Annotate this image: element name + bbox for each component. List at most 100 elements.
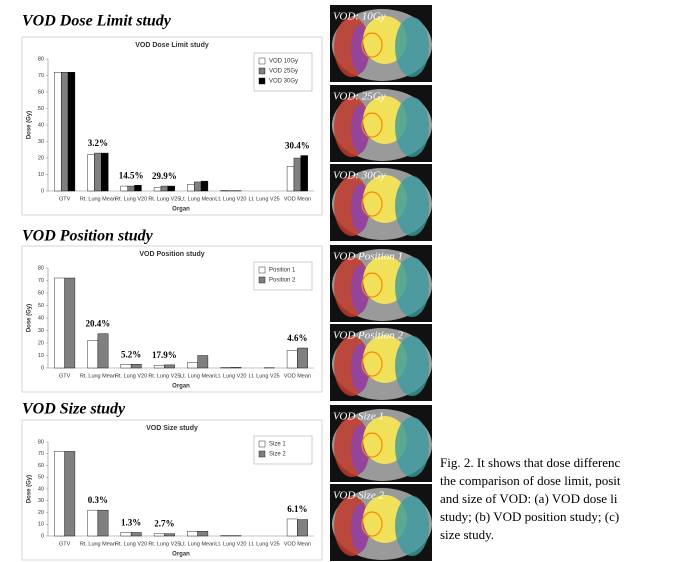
x-tick-label: Lt. Lung V25 <box>249 541 280 547</box>
legend-label: VOD 30Gy <box>269 79 298 85</box>
y-axis-label: Dose (Gy) <box>27 475 33 503</box>
bar <box>54 278 64 368</box>
annotation: 20.4% <box>86 319 111 329</box>
annotation: 5.2% <box>121 349 141 359</box>
bar <box>88 155 95 191</box>
lung-left <box>395 176 429 236</box>
x-tick-label: Lt. Lung Mean <box>180 373 215 379</box>
bar <box>98 334 108 368</box>
x-tick-label: Rt. Lung V25 <box>148 196 180 202</box>
section-heading: VOD Position study <box>22 228 154 245</box>
bar <box>131 532 141 536</box>
y-tick-label: 60 <box>38 89 44 95</box>
ct-image: VOD Size 1 <box>330 405 432 482</box>
lung-left <box>395 496 429 556</box>
y-tick-label: 50 <box>38 106 44 112</box>
annotation: 17.9% <box>152 350 177 360</box>
lung-left <box>395 97 429 157</box>
bar <box>201 181 208 191</box>
bar <box>287 166 294 191</box>
lung-left <box>395 336 429 396</box>
image-label: VOD Position 1 <box>333 251 403 263</box>
bar <box>164 534 174 536</box>
x-tick-label: Rt. Lung V20 <box>115 373 147 379</box>
bar <box>68 72 75 191</box>
y-tick-label: 10 <box>38 172 44 178</box>
x-tick-label: Rt. Lung Mean <box>80 196 116 202</box>
bar <box>297 348 307 368</box>
section-heading: VOD Dose Limit study <box>22 13 172 30</box>
legend-label: Position 2 <box>269 278 296 284</box>
y-tick-label: 80 <box>38 265 44 271</box>
legend-swatch <box>259 68 265 74</box>
ct-image: VOD: 25Gy <box>330 85 432 162</box>
bar <box>88 341 98 369</box>
x-tick-label: VOD Mean <box>284 373 311 379</box>
image-label: VOD: 30Gy <box>333 170 386 182</box>
lung-left <box>395 17 429 77</box>
y-tick-label: 0 <box>41 533 44 539</box>
bar <box>65 278 75 368</box>
legend-label: Position 1 <box>269 268 296 274</box>
caption-line: size study. <box>440 527 494 542</box>
y-tick-label: 10 <box>38 353 44 359</box>
bar <box>88 510 98 536</box>
y-tick-label: 50 <box>38 475 44 481</box>
bar <box>121 364 131 368</box>
bar <box>154 188 161 191</box>
image-label: VOD Size 1 <box>333 411 384 423</box>
legend-swatch <box>259 58 265 64</box>
bar <box>98 510 108 536</box>
x-tick-label: Lt. Lung V20 <box>215 541 246 547</box>
bar <box>128 186 135 191</box>
y-tick-label: 40 <box>38 122 44 128</box>
ct-image: VOD: 30Gy <box>330 164 432 241</box>
y-tick-label: 30 <box>38 498 44 504</box>
ct-image: VOD Size 2 <box>330 484 432 561</box>
x-tick-label: Rt. Lung Mean <box>80 541 116 547</box>
bar <box>287 351 297 369</box>
x-tick-label: Lt. Lung V25 <box>249 373 280 379</box>
y-tick-label: 20 <box>38 340 44 346</box>
x-axis-label: Organ <box>172 384 190 390</box>
y-tick-label: 40 <box>38 315 44 321</box>
bar <box>287 519 297 536</box>
bar <box>198 356 208 369</box>
annotation: 14.5% <box>119 170 144 180</box>
legend-swatch <box>259 451 265 457</box>
y-tick-label: 0 <box>41 365 44 371</box>
ct-image: VOD Position 1 <box>330 245 432 322</box>
bar <box>187 184 194 191</box>
bar <box>121 186 128 191</box>
caption-line: the comparison of dose limit, posit <box>440 473 621 488</box>
x-tick-label: GTV <box>59 541 71 547</box>
legend-label: Size 1 <box>269 442 286 448</box>
bar <box>231 367 241 368</box>
legend-swatch <box>259 441 265 447</box>
annotation: 29.9% <box>152 171 177 181</box>
y-tick-label: 0 <box>41 188 44 194</box>
legend-label: Size 2 <box>269 452 286 458</box>
y-tick-label: 60 <box>38 290 44 296</box>
caption-line: Fig. 2. It shows that dose differenc <box>440 455 621 470</box>
y-tick-label: 60 <box>38 463 44 469</box>
bar <box>154 366 164 369</box>
bar <box>135 185 142 191</box>
ct-image: VOD Position 2 <box>330 324 432 401</box>
y-tick-label: 70 <box>38 451 44 457</box>
y-tick-label: 50 <box>38 303 44 309</box>
bar <box>198 531 208 536</box>
bar <box>294 158 301 191</box>
x-axis-label: Organ <box>172 552 190 558</box>
annotation: 2.7% <box>154 519 174 529</box>
section-heading: VOD Size study <box>22 401 126 418</box>
bar <box>301 156 308 191</box>
legend-label: VOD 25Gy <box>269 69 298 75</box>
y-axis-label: Dose (Gy) <box>27 304 33 332</box>
image-label: VOD Position 2 <box>333 330 403 342</box>
legend-swatch <box>259 78 265 84</box>
bar <box>101 153 108 191</box>
chart-title: VOD Dose Limit study <box>135 42 209 49</box>
legend-swatch <box>259 267 265 273</box>
lung-left <box>395 417 429 477</box>
